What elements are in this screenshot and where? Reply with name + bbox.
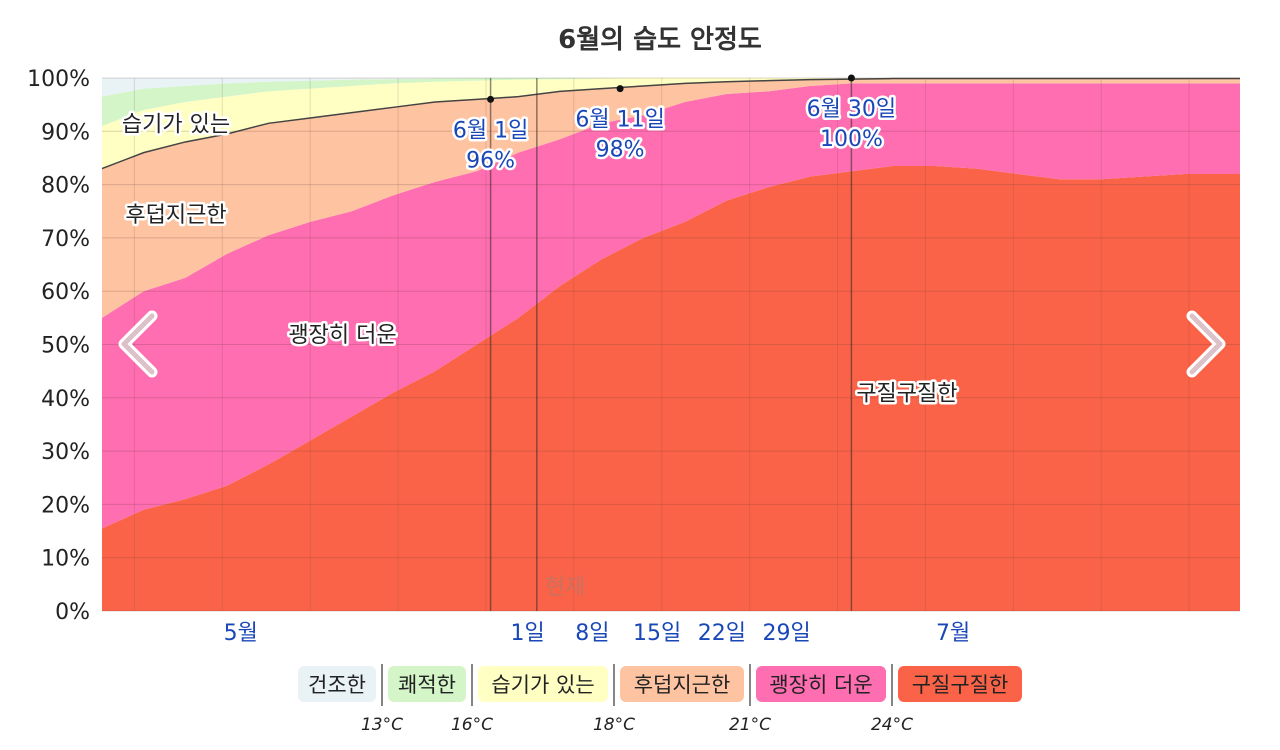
legend: 건조한 쾌적한 습기가 있는 후덥지근한 괭장히 더운 구질구질한 13°C 16°C 18°C… bbox=[298, 664, 1022, 735]
area-series bbox=[102, 78, 1240, 169]
y-tick-label: 10% bbox=[41, 547, 90, 572]
legend-temp: 18°C bbox=[593, 715, 635, 735]
x-tick-label: 22일 bbox=[698, 621, 746, 646]
y-tick-label: 40% bbox=[41, 387, 90, 412]
annotation-point bbox=[487, 95, 495, 103]
annotation-point bbox=[847, 74, 855, 82]
legend-swatch bbox=[478, 666, 608, 702]
region-label: 괭장히 더운 bbox=[288, 323, 396, 348]
x-tick-label: 5월 bbox=[224, 621, 258, 646]
x-axis: 5월 1일 8일 15일 22일 29일 7월 bbox=[224, 621, 971, 646]
annotation-date: 6월 30일 bbox=[807, 97, 896, 122]
legend-swatch bbox=[898, 666, 1022, 702]
x-tick-label: 8일 bbox=[575, 621, 609, 646]
y-tick-label: 100% bbox=[27, 67, 90, 92]
legend-swatch bbox=[620, 666, 744, 702]
now-label: 현재 bbox=[545, 575, 585, 600]
y-axis: 0% 10% 20% 30% 40% 50% 60% 70% 80% 90% 100% bbox=[27, 67, 90, 625]
legend-temp: 13°C bbox=[361, 715, 403, 735]
annotation-value: 100% bbox=[820, 127, 883, 152]
area-layers bbox=[101, 77, 1240, 611]
y-tick-label: 50% bbox=[41, 334, 90, 359]
grid-lines bbox=[102, 77, 1240, 612]
y-tick-label: 80% bbox=[41, 174, 90, 199]
annotation-value: 96% bbox=[466, 148, 515, 173]
annotation-date: 6월 11일 bbox=[575, 108, 664, 133]
region-label: 구질구질한 bbox=[856, 381, 957, 406]
y-tick-label: 20% bbox=[41, 493, 90, 518]
legend-label: 건조한 bbox=[308, 673, 366, 697]
prev-button[interactable] bbox=[118, 310, 158, 378]
x-tick-label: 29일 bbox=[763, 621, 811, 646]
y-tick-label: 30% bbox=[41, 440, 90, 465]
legend-temp: 16°C bbox=[451, 715, 493, 735]
cumulative-line bbox=[101, 77, 1240, 170]
x-tick-label: 7월 bbox=[936, 621, 970, 646]
area-series bbox=[102, 165, 1240, 611]
chart-title: 6월의 습도 안정도 bbox=[558, 25, 762, 55]
legend-label: 괭장히 더운 bbox=[769, 673, 872, 697]
region-label: 습기가 있는 bbox=[122, 112, 230, 137]
y-tick-label: 70% bbox=[41, 227, 90, 252]
marker-lines bbox=[489, 78, 853, 611]
legend-swatch bbox=[756, 666, 886, 702]
x-tick-label: 1일 bbox=[510, 621, 544, 646]
annotation-point bbox=[616, 85, 624, 93]
next-button[interactable] bbox=[1186, 310, 1226, 378]
y-tick-label: 90% bbox=[41, 120, 90, 145]
annotation-date: 6월 1일 bbox=[453, 118, 528, 143]
annotations: 6월 1일 96% 6월 11일 98% 6월 30일 100% 현재 bbox=[450, 74, 899, 600]
x-tick-label: 15일 bbox=[633, 621, 681, 646]
legend-temp: 21°C bbox=[729, 715, 771, 735]
legend-temp: 24°C bbox=[871, 715, 913, 735]
y-tick-label: 60% bbox=[41, 280, 90, 305]
legend-label: 습기가 있는 bbox=[491, 673, 594, 697]
legend-swatch bbox=[298, 666, 376, 702]
legend-label: 구질구질한 bbox=[912, 673, 1009, 697]
area-series bbox=[102, 78, 1240, 97]
annotation-value: 98% bbox=[596, 138, 645, 163]
y-tick-label: 0% bbox=[55, 600, 90, 625]
legend-swatch bbox=[388, 666, 466, 702]
area-series bbox=[102, 78, 1240, 318]
region-label: 후덥지근한 bbox=[125, 203, 226, 228]
legend-label: 후덥지근한 bbox=[634, 673, 731, 697]
legend-label: 쾌적한 bbox=[398, 673, 456, 697]
area-series bbox=[102, 83, 1240, 529]
